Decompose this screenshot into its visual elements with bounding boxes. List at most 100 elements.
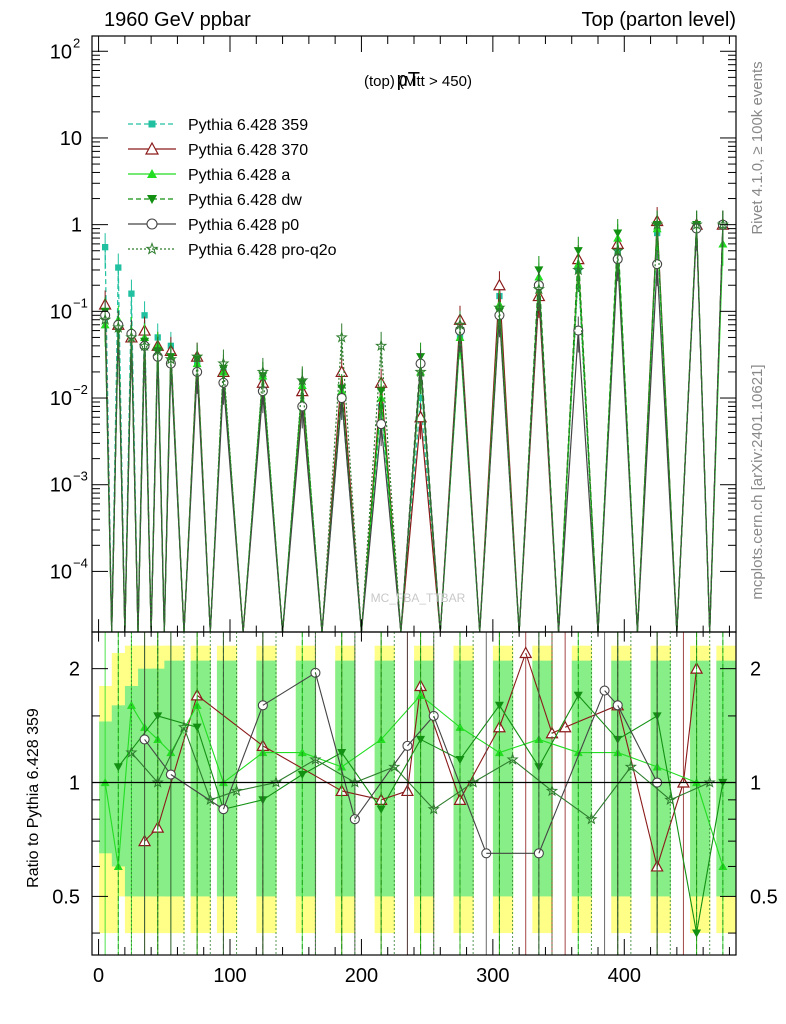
data-point: [128, 290, 135, 297]
ratio-line-segment: [617, 705, 658, 867]
y-tick-exponent: −2: [73, 382, 88, 397]
ratio-line-segment: [459, 704, 500, 760]
plot-title-sub: (top) (Mtt > 450): [364, 73, 472, 90]
ratio-point: [309, 753, 322, 765]
ratio-y-tick-label-left: 2: [69, 659, 80, 681]
data-point: [572, 263, 585, 276]
y-tick-exponent: −1: [73, 295, 88, 310]
data-point: [493, 301, 506, 314]
data-point: [716, 218, 729, 230]
ratio-line-segment: [498, 652, 527, 728]
ratio-line-segment: [210, 790, 237, 801]
uncertainty-band-green: [611, 660, 632, 897]
ratio-y-tick-label-left: 1: [69, 773, 80, 795]
data-point: [191, 350, 204, 362]
y-tick-exponent: 2: [73, 35, 80, 50]
data-point: [296, 373, 309, 386]
uncertainty-band-green: [295, 660, 317, 897]
header-left-label: 1960 GeV ppbar: [104, 9, 251, 31]
ratio-line-segment: [354, 766, 395, 784]
ratio-point: [692, 929, 702, 938]
x-tick-label: 300: [476, 965, 509, 987]
series-line: [104, 224, 724, 632]
series-line: [104, 224, 724, 632]
ratio-line-segment: [433, 715, 487, 854]
ratio-line-segment: [104, 782, 119, 867]
y-tick-label: 10: [50, 561, 72, 583]
ratio-line-segment: [196, 705, 224, 783]
data-point: [138, 339, 151, 351]
ratio-line-segment: [459, 726, 500, 801]
legend-marker: [145, 241, 159, 255]
data-point: [164, 352, 177, 365]
header-right-label: Top (parton level): [581, 9, 736, 31]
ratio-y-tick-label-left: 0.5: [52, 886, 80, 908]
ratio-point: [506, 753, 519, 765]
y-tick-exponent: −4: [73, 555, 88, 570]
ratio-line-segment: [577, 694, 619, 740]
ratio-line-segment: [223, 752, 264, 783]
ratio-line-segment: [459, 726, 500, 754]
data-point: [417, 394, 424, 402]
ratio-line-segment: [670, 782, 710, 801]
ratio-line-segment: [157, 715, 198, 728]
ratio-line-segment: [420, 694, 461, 728]
series-4: [100, 210, 728, 632]
ratio-point: [151, 776, 164, 788]
plot-title-main: pT: [397, 69, 420, 91]
data-point: [613, 229, 623, 238]
data-point: [492, 278, 506, 291]
watermark-label: MC_FBA_TTBAR: [371, 591, 466, 605]
ratio-line-segment: [117, 715, 159, 768]
ratio-point: [177, 720, 191, 733]
ratio-line-segment: [498, 705, 540, 768]
ratio-line-segment: [262, 774, 303, 801]
legend-marker: [147, 195, 157, 204]
data-point: [101, 244, 109, 251]
legend-marker: [147, 169, 157, 178]
ratio-point: [113, 763, 123, 772]
ratio-plot-panel: 0.5 0.5 1 1 2 2 0 100 200 300 400 Ratio to Pythia…: [25, 36, 778, 987]
series-5: [99, 210, 729, 632]
ratio-line-segment: [472, 759, 513, 784]
ratio-line-segment: [512, 759, 553, 792]
data-point: [217, 357, 230, 369]
series-line: [104, 221, 724, 632]
data-point: [376, 419, 387, 430]
y-tick-label: 10: [60, 128, 82, 150]
ratio-line-segment: [157, 727, 185, 783]
legend-marker: [146, 218, 158, 230]
ratio-line-segment: [131, 752, 159, 783]
legend-label: Pythia 6.428 p0: [188, 217, 299, 234]
ratio-line-segment: [183, 727, 211, 801]
ratio-line-segment: [223, 799, 263, 810]
ratio-point: [585, 812, 598, 825]
ratio-line-segment: [682, 668, 698, 783]
ratio-y-axis: 0.5 0.5 1 1 2 2: [52, 659, 778, 934]
data-point: [376, 387, 386, 396]
legend-label: Pythia 6.428 dw: [188, 192, 302, 209]
ratio-point: [427, 802, 440, 815]
legend-label: Pythia 6.428 359: [188, 117, 308, 134]
data-point: [453, 318, 467, 331]
data-point: [151, 344, 164, 357]
ratio-point: [376, 805, 386, 814]
ratio-line-segment: [433, 782, 474, 810]
ratio-line-segment: [302, 752, 342, 768]
series-0: [101, 210, 727, 632]
ratio-line-segment: [341, 790, 382, 801]
ratio-line-segment: [538, 690, 606, 854]
ratio-line-segment: [341, 752, 382, 810]
ratio-line-segment: [538, 695, 579, 768]
rivet-version-label: Rivet 4.1.0, ≥ 100k events: [749, 61, 766, 234]
ratio-line-segment: [157, 739, 172, 753]
ratio-line-segment: [196, 694, 264, 747]
ratio-line-segment: [420, 685, 461, 801]
y-tick-label: 10: [50, 301, 72, 323]
uncertainty-band-green: [164, 660, 185, 897]
ratio-line-segment: [262, 672, 316, 706]
series-line: [104, 224, 724, 632]
